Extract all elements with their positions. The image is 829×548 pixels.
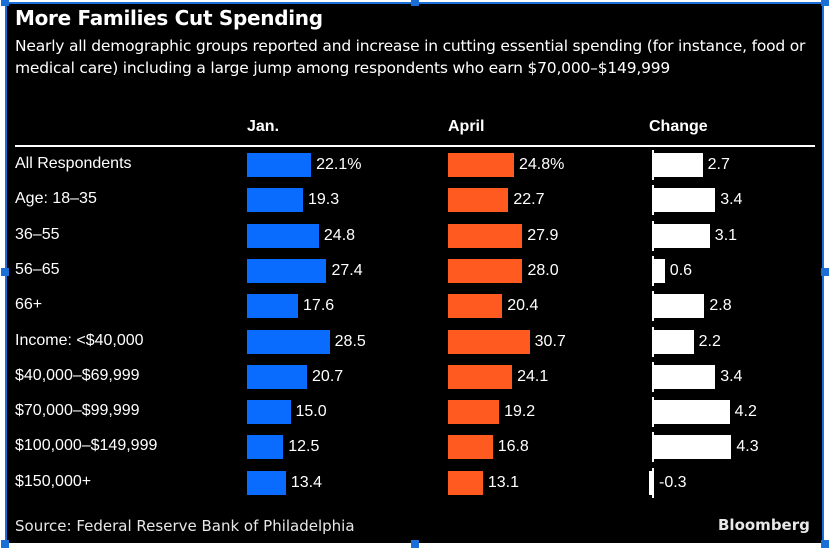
- selection-handle[interactable]: [821, 0, 829, 6]
- data-label-april: 30.7: [534, 332, 566, 350]
- bar-jan: [247, 470, 286, 495]
- bar-change: [654, 294, 705, 319]
- bar-april: [448, 188, 509, 213]
- data-label-change: 3.4: [720, 367, 743, 385]
- data-label-april: 24.8%: [518, 156, 565, 173]
- row-label: 66+: [15, 296, 43, 314]
- change-zero-axis: [652, 467, 654, 498]
- change-zero-axis: [652, 432, 654, 463]
- data-label-april: 16.8: [497, 438, 529, 456]
- data-label-change: 4.3: [736, 438, 759, 456]
- chart-subtitle: Nearly all demographic groups reported a…: [15, 37, 806, 77]
- bar-change: [654, 364, 716, 389]
- data-label-change: 0.6: [669, 261, 693, 279]
- change-zero-axis: [652, 397, 654, 428]
- selection-handle[interactable]: [821, 268, 829, 276]
- bar-april: [448, 153, 514, 177]
- source-note: Source: Federal Reserve Bank of Philadel…: [15, 517, 355, 535]
- data-label-jan: 28.5: [334, 332, 366, 350]
- selection-handle[interactable]: [1, 268, 9, 276]
- bar-change: [654, 153, 703, 177]
- column-header-change: Change: [649, 118, 708, 135]
- data-label-change: 3.1: [714, 226, 738, 244]
- data-label-april: 20.4: [507, 297, 539, 315]
- column-header-jan: Jan.: [247, 118, 280, 135]
- data-label-jan: 22.1%: [316, 156, 362, 173]
- data-label-change: 4.2: [734, 403, 757, 421]
- bar-jan: [247, 188, 303, 213]
- bar-april: [448, 223, 523, 248]
- data-label-change: 2.8: [709, 297, 732, 315]
- data-label-jan: 12.5: [288, 438, 320, 456]
- data-label-jan: 20.7: [312, 367, 344, 385]
- data-label-april: 27.9: [527, 226, 559, 244]
- data-label-jan: 27.4: [331, 261, 363, 279]
- bar-jan: [247, 435, 284, 460]
- data-label-april: 24.1: [517, 367, 549, 385]
- bar-change: [648, 470, 654, 495]
- bar-april: [448, 364, 513, 389]
- data-label-change: -0.3: [659, 473, 687, 491]
- row-label: $40,000–$69,999: [15, 366, 140, 384]
- bar-change: [654, 188, 716, 213]
- row-label: 56–65: [15, 260, 60, 278]
- column-header-april: April: [448, 118, 485, 135]
- chart-title: More Families Cut Spending: [15, 6, 323, 30]
- data-label-jan: 19.3: [307, 191, 340, 209]
- brand-logo: Bloomberg: [718, 516, 810, 534]
- row-label: Age: 18–35: [15, 190, 97, 208]
- data-label-april: 13.1: [487, 473, 519, 491]
- data-label-jan: 13.4: [290, 473, 322, 491]
- change-zero-axis: [652, 220, 654, 251]
- bar-april: [448, 470, 483, 495]
- data-label-april: 28.0: [527, 261, 559, 279]
- selection-handle[interactable]: [1, 540, 9, 548]
- bar-jan: [247, 294, 299, 319]
- bar-jan: [247, 364, 308, 389]
- change-zero-axis: [652, 291, 654, 322]
- bar-jan: [247, 223, 319, 248]
- bar-change: [654, 435, 732, 460]
- bar-change: [654, 329, 694, 354]
- bar-change: [654, 223, 710, 248]
- change-zero-axis: [652, 185, 654, 216]
- selection-handle[interactable]: [1, 0, 9, 6]
- row-label: $70,000–$99,999: [15, 402, 140, 420]
- bar-change: [654, 400, 730, 425]
- data-label-april: 22.7: [513, 191, 545, 209]
- bar-jan: [247, 329, 330, 354]
- data-label-change: 2.7: [707, 156, 730, 173]
- bar-jan: [247, 258, 327, 283]
- bar-jan: [247, 400, 291, 425]
- selection-handle[interactable]: [821, 540, 829, 548]
- change-zero-axis: [652, 255, 654, 286]
- change-zero-axis: [652, 326, 654, 357]
- chart-frame: [5, 2, 824, 543]
- bar-jan: [247, 153, 312, 177]
- bar-change: [654, 258, 665, 283]
- row-label: $150,000+: [15, 472, 92, 490]
- header-rule: [15, 145, 815, 147]
- bar-april: [448, 400, 500, 425]
- data-label-april: 19.2: [504, 403, 536, 421]
- change-zero-axis: [652, 361, 654, 392]
- bar-april: [448, 258, 523, 283]
- selection-handle[interactable]: [411, 0, 419, 6]
- row-label: $100,000–$149,999: [15, 437, 158, 455]
- row-label: Income: <$40,000: [15, 331, 144, 349]
- selection-handle[interactable]: [411, 540, 419, 548]
- bar-april: [448, 329, 530, 354]
- data-label-jan: 15.0: [295, 403, 327, 421]
- change-zero-axis: [652, 150, 654, 180]
- data-label-jan: 24.8: [323, 226, 356, 244]
- row-label: All Respondents: [15, 155, 132, 172]
- bar-april: [448, 294, 503, 319]
- data-label-change: 2.2: [698, 332, 721, 350]
- bar-april: [448, 435, 493, 460]
- row-label: 36–55: [15, 225, 60, 243]
- data-label-change: 3.4: [720, 191, 743, 209]
- data-label-jan: 17.6: [303, 297, 335, 315]
